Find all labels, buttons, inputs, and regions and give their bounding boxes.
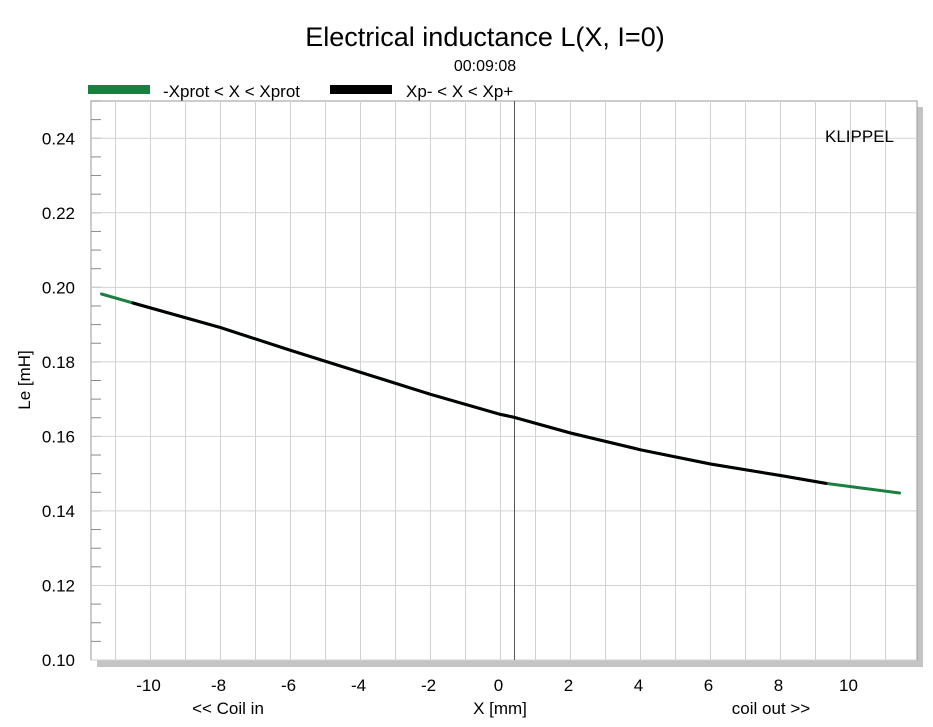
x-tick-label: -10: [136, 676, 161, 695]
x-tick-label: 6: [704, 676, 713, 695]
legend-label-black: Xp- < X < Xp+: [406, 82, 513, 101]
y-tick-label: 0.24: [42, 129, 75, 148]
y-tick-label: 0.12: [42, 576, 75, 595]
series-line-1: [131, 301, 828, 485]
x-tick-label: -4: [351, 676, 366, 695]
x-tick-label: 0: [494, 676, 503, 695]
y-tick-label: 0.14: [42, 502, 75, 521]
series-lines: [100, 292, 901, 495]
legend-swatch-black: [330, 85, 392, 94]
x-tick-label: 8: [774, 676, 783, 695]
legend: -Xprot < X < Xprot Xp- < X < Xp+: [88, 82, 513, 101]
x-tick-label: -6: [281, 676, 296, 695]
plot-area: [90, 100, 918, 661]
grid: [91, 101, 917, 661]
x-tick-label: -8: [211, 676, 226, 695]
x-axis-label: X [mm]: [473, 699, 527, 718]
y-tick-label: 0.10: [42, 651, 75, 670]
x-tick-label: 10: [839, 676, 858, 695]
y-tick-labels: 0.10 0.12 0.14 0.16 0.18 0.20 0.22 0.24: [42, 129, 75, 670]
x-tick-labels: -10 -8 -6 -4 -2 0 2 4 6 8 10: [136, 676, 858, 695]
y-tick-label: 0.16: [42, 427, 75, 446]
watermark: KLIPPEL: [825, 127, 894, 146]
chart-subtitle: 00:09:08: [454, 58, 516, 75]
y-axis-label: Le [mH]: [15, 350, 34, 410]
y-tick-label: 0.18: [42, 353, 75, 372]
x-tick-label: -2: [421, 676, 436, 695]
x-annotation-left: << Coil in: [192, 699, 264, 718]
legend-swatch-green: [88, 85, 150, 94]
y-tick-label: 0.22: [42, 204, 75, 223]
chart-title: Electrical inductance L(X, I=0): [305, 22, 664, 52]
x-tick-label: 4: [634, 676, 643, 695]
x-annotation-right: coil out >>: [732, 699, 811, 718]
y-tick-label: 0.20: [42, 278, 75, 297]
legend-label-green: -Xprot < X < Xprot: [163, 82, 300, 101]
x-tick-label: 2: [564, 676, 573, 695]
